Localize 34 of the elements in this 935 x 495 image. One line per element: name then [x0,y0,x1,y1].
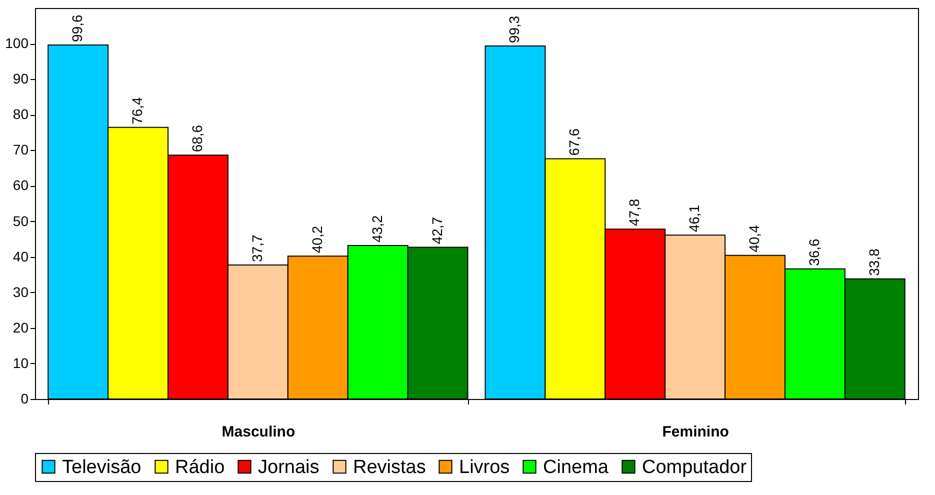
data-label: 99,6 [69,14,86,42]
data-label: 33,8 [866,248,882,276]
y-tick-label: 50 [12,212,29,229]
data-label: 40,2 [308,226,325,254]
legend-label: Cinema [543,456,609,478]
y-tick-label: 60 [12,177,29,194]
data-label: 68,6 [188,124,205,152]
data-label: 42,7 [428,216,445,244]
y-tick-label: 0 [20,390,29,406]
data-label: 47,8 [626,198,642,226]
legend-label: Televisão [62,456,142,478]
data-label: 36,6 [806,238,822,266]
data-label: 43,2 [368,214,385,242]
y-tick-label: 30 [12,284,29,300]
y-tick-label: 100 [5,35,29,52]
data-label: 46,1 [686,204,702,232]
data-label: 40,4 [746,224,762,252]
data-label: 76,4 [129,96,146,124]
y-tick-label: 70 [12,142,29,158]
x-tick-label: Masculino [222,424,296,440]
legend-label: Rádio [175,456,225,478]
data-label: 37,7 [248,234,265,262]
legend-label: Revistas [353,456,426,478]
x-tick-label: Feminino [662,424,729,440]
legend-label: Jornais [258,456,320,478]
data-label: 67,6 [566,128,582,156]
legend-label: Computador [642,456,748,478]
legend-label: Livros [459,456,510,478]
y-tick-label: 40 [12,248,29,264]
y-tick-label: 80 [12,106,29,122]
y-tick-label: 10 [12,354,29,371]
data-label: 99,3 [506,16,522,44]
y-tick-label: 20 [12,319,29,336]
y-tick-label: 90 [12,70,29,87]
